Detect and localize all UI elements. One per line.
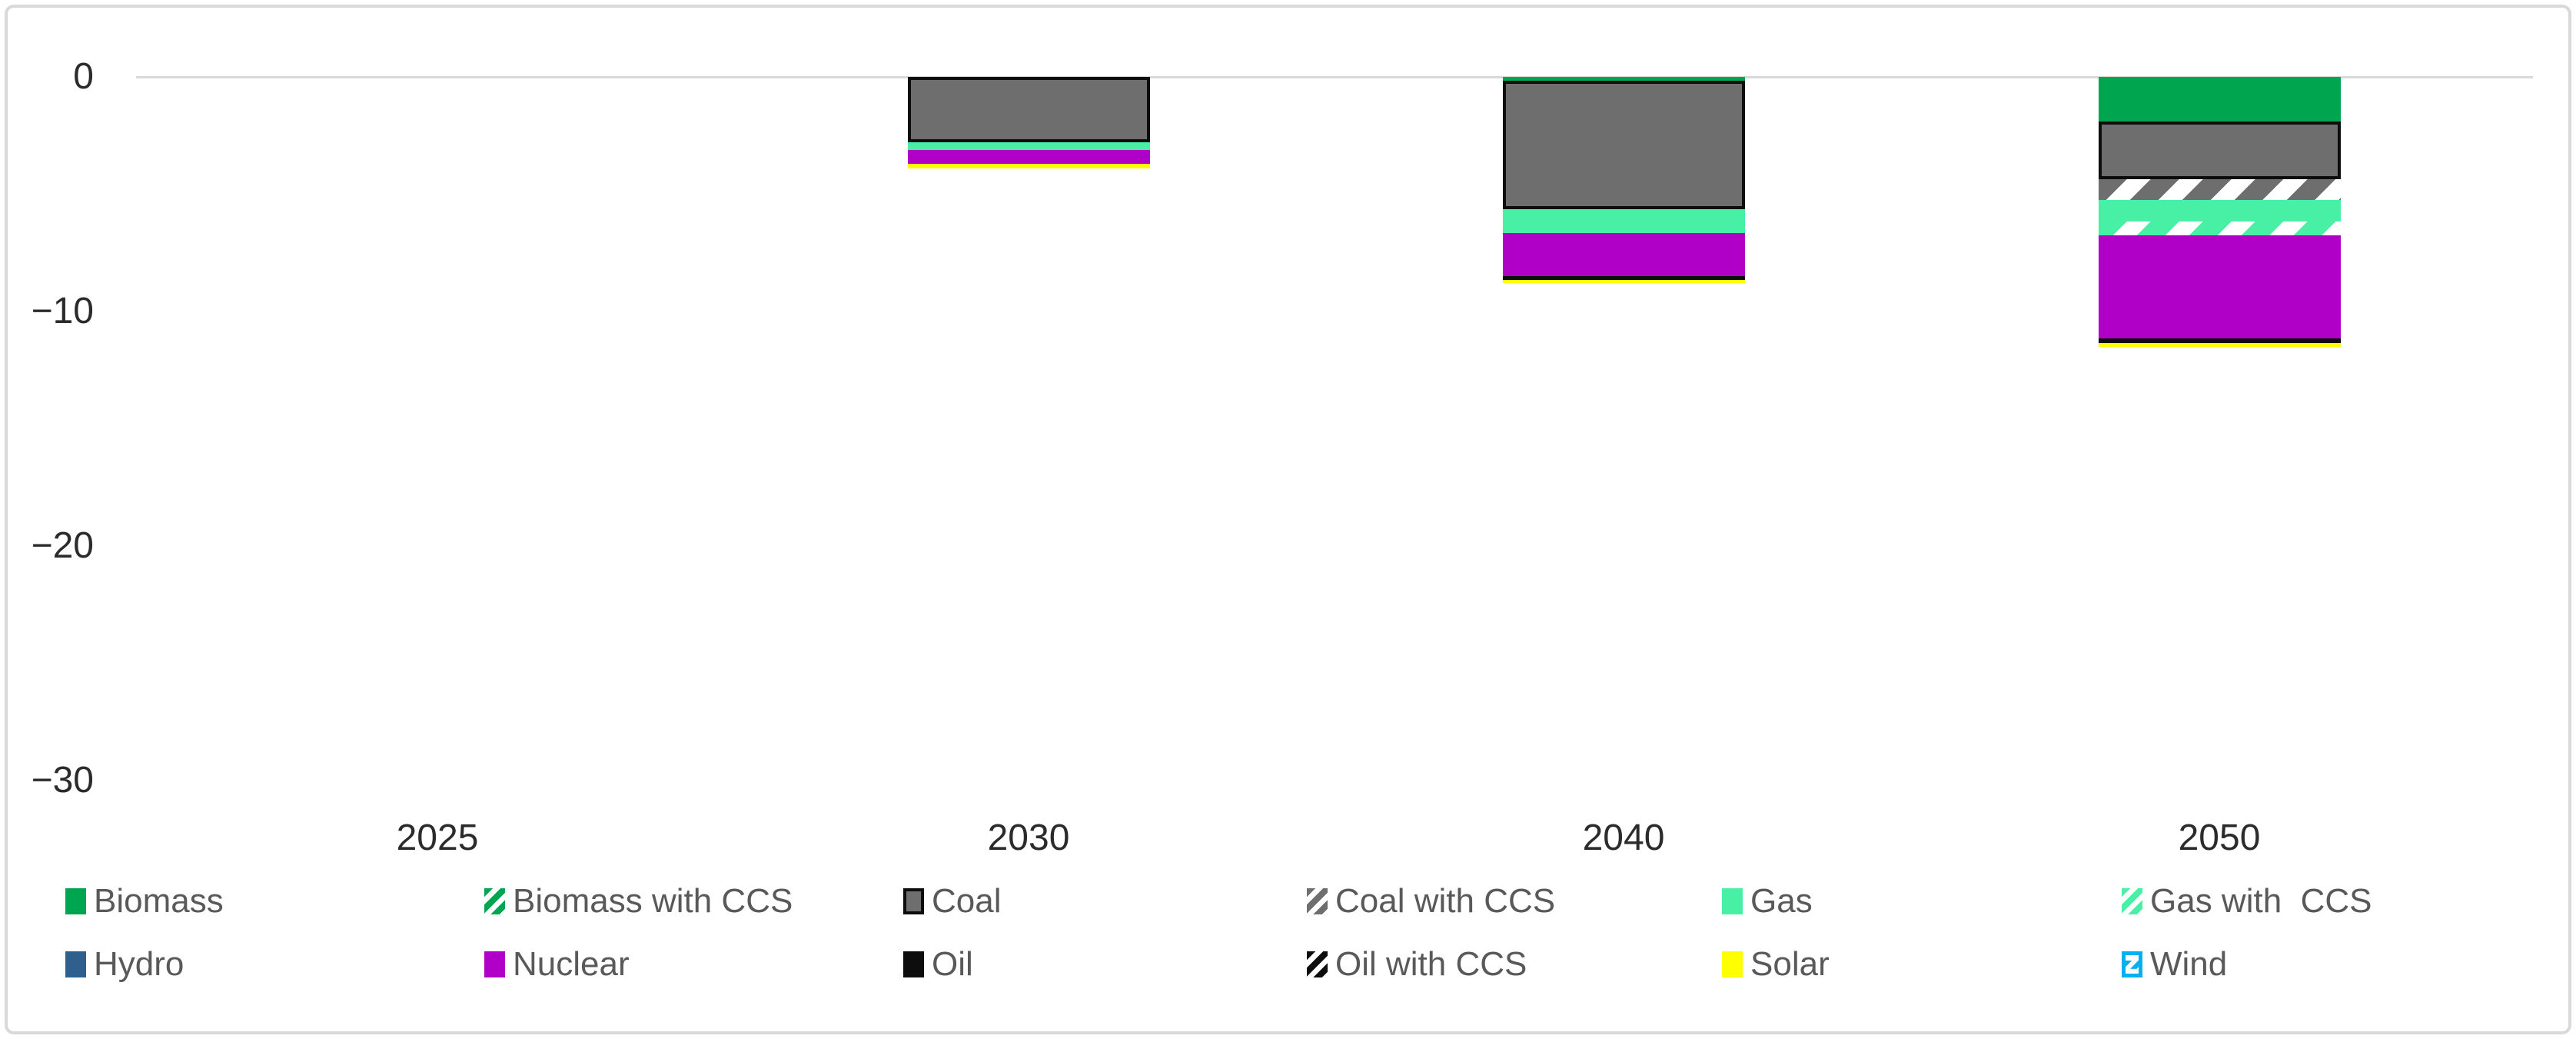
legend-label: Gas xyxy=(1750,882,1813,920)
legend-swatch-biomass-with-ccs xyxy=(484,888,505,914)
y-axis-label: −20 xyxy=(31,525,94,566)
legend-item-oil-with-ccs[interactable]: Oil with CCS xyxy=(1307,945,1527,984)
legend-label: Biomass xyxy=(94,882,224,920)
bar-segment-2050-gas[interactable] xyxy=(2098,200,2341,221)
bar-segment-2050-nuclear[interactable] xyxy=(2098,235,2341,339)
bar-segment-2030-gas[interactable] xyxy=(907,142,1150,150)
legend-label: Coal with CCS xyxy=(1335,882,1556,920)
legend-label: Biomass with CCS xyxy=(513,882,793,920)
legend-item-solar[interactable]: Solar xyxy=(1722,945,1830,984)
legend-swatch-wind xyxy=(2122,951,2142,977)
legend-label: Solar xyxy=(1750,945,1830,983)
x-axis-label-2040: 2040 xyxy=(1582,818,1665,858)
y-axis-label: −30 xyxy=(31,760,94,801)
legend-item-biomass[interactable]: Biomass xyxy=(65,882,224,921)
legend-item-gas[interactable]: Gas xyxy=(1722,882,1813,921)
y-axis-label: −10 xyxy=(31,291,94,331)
legend-swatch-biomass xyxy=(65,888,86,914)
bar-segment-2040-solar[interactable] xyxy=(1502,279,1745,284)
legend-label: Oil xyxy=(932,945,973,983)
bar-segment-2030-nuclear[interactable] xyxy=(907,149,1150,164)
legend-item-hydro[interactable]: Hydro xyxy=(65,945,184,984)
legend-swatch-coal-with-ccs xyxy=(1307,888,1328,914)
bar-segment-2050-coal[interactable] xyxy=(2098,121,2341,179)
legend-label: Nuclear xyxy=(513,945,630,983)
legend-swatch-nuclear xyxy=(484,951,505,977)
legend-swatch-oil xyxy=(903,951,924,977)
legend-swatch-coal xyxy=(903,888,924,914)
bar-segment-2050-coal-with-ccs[interactable] xyxy=(2098,178,2341,201)
legend-swatch-gas xyxy=(1722,888,1743,914)
legend-item-wind[interactable]: Wind xyxy=(2122,945,2227,984)
legend-item-coal-with-ccs[interactable]: Coal with CCS xyxy=(1307,882,1555,921)
bar-segment-2040-biomass[interactable] xyxy=(1502,77,1745,81)
legend-swatch-hydro xyxy=(65,951,86,977)
bar-segment-2040-gas[interactable] xyxy=(1502,209,1745,233)
legend-item-oil[interactable]: Oil xyxy=(903,945,973,984)
legend-item-nuclear[interactable]: Nuclear xyxy=(484,945,630,984)
bar-segment-2040-oil[interactable] xyxy=(1502,276,1745,280)
legend-swatch-solar xyxy=(1722,951,1743,977)
legend-item-gas-with-ccs[interactable]: Gas with CCS xyxy=(2122,882,2372,921)
legend-label: Gas with CCS xyxy=(2150,882,2372,920)
zero-gridline xyxy=(136,76,2533,78)
bar-segment-2030-solar[interactable] xyxy=(907,163,1150,168)
legend-swatch-gas-with-ccs xyxy=(2122,888,2142,914)
bar-segment-2050-biomass[interactable] xyxy=(2098,77,2341,122)
x-axis-label-2050: 2050 xyxy=(2178,818,2261,858)
bar-segment-2050-solar[interactable] xyxy=(2098,343,2341,347)
legend-swatch-oil-with-ccs xyxy=(1307,951,1328,977)
legend-label: Hydro xyxy=(94,945,184,983)
x-axis-label-2025: 2025 xyxy=(396,818,479,858)
legend-item-biomass-with-ccs[interactable]: Biomass with CCS xyxy=(484,882,793,921)
bar-segment-2040-nuclear[interactable] xyxy=(1502,232,1745,277)
x-axis-label-2030: 2030 xyxy=(987,818,1070,858)
legend-label: Coal xyxy=(932,882,1002,920)
bar-segment-2050-oil[interactable] xyxy=(2098,338,2341,344)
bar-segment-2050-gas-with-ccs[interactable] xyxy=(2098,221,2341,235)
legend-label: Wind xyxy=(2150,945,2228,983)
legend-item-coal[interactable]: Coal xyxy=(903,882,1002,921)
bar-segment-2030-coal[interactable] xyxy=(907,77,1150,143)
bar-segment-2040-coal[interactable] xyxy=(1502,80,1745,210)
legend-label: Oil with CCS xyxy=(1335,945,1527,983)
y-axis-label: 0 xyxy=(73,56,94,97)
